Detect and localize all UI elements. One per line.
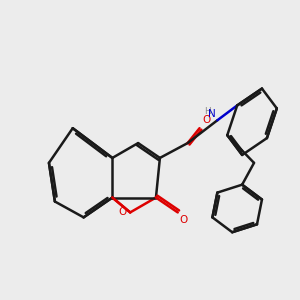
Text: N: N bbox=[208, 109, 216, 119]
Text: H: H bbox=[204, 107, 211, 116]
Text: O: O bbox=[202, 115, 211, 125]
Text: O: O bbox=[179, 215, 188, 225]
Text: O: O bbox=[118, 207, 127, 218]
